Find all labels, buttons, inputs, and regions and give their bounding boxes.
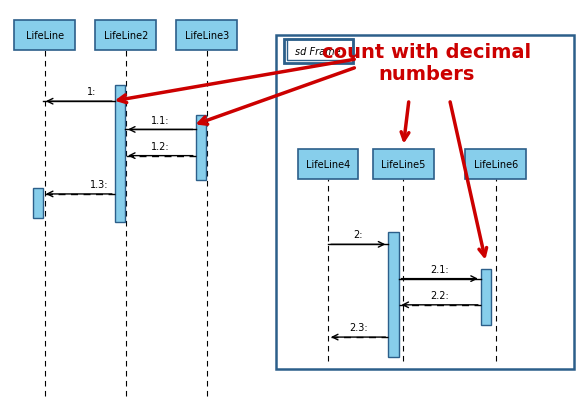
Text: count with decimal
numbers: count with decimal numbers xyxy=(322,43,531,84)
Text: 1.1:: 1.1: xyxy=(151,115,170,125)
Bar xyxy=(284,40,353,64)
Text: sd Frame: sd Frame xyxy=(296,47,341,57)
FancyBboxPatch shape xyxy=(95,21,156,51)
FancyBboxPatch shape xyxy=(465,149,526,179)
Text: 2:: 2: xyxy=(353,230,363,240)
Text: 2.1:: 2.1: xyxy=(431,264,449,274)
FancyBboxPatch shape xyxy=(176,21,237,51)
Text: LifeLine4: LifeLine4 xyxy=(306,159,350,169)
Text: 1:: 1: xyxy=(87,87,97,97)
Bar xyxy=(276,36,574,369)
Text: LifeLine3: LifeLine3 xyxy=(185,31,229,40)
Bar xyxy=(114,86,125,223)
Text: 1.2:: 1.2: xyxy=(151,141,170,151)
Bar xyxy=(480,269,491,325)
Text: 2.2:: 2.2: xyxy=(431,290,449,300)
Text: LifeLine2: LifeLine2 xyxy=(103,31,148,40)
Text: LifeLine: LifeLine xyxy=(26,31,64,40)
FancyBboxPatch shape xyxy=(15,21,75,51)
Text: 1.3:: 1.3: xyxy=(91,180,109,190)
FancyBboxPatch shape xyxy=(373,149,433,179)
Bar xyxy=(287,40,353,61)
Text: 2.3:: 2.3: xyxy=(349,322,367,333)
Text: LifeLine6: LifeLine6 xyxy=(474,159,518,169)
FancyBboxPatch shape xyxy=(297,149,358,179)
Bar xyxy=(196,116,206,180)
Text: LifeLine5: LifeLine5 xyxy=(381,159,425,169)
Bar xyxy=(33,188,43,219)
Bar xyxy=(388,232,399,357)
